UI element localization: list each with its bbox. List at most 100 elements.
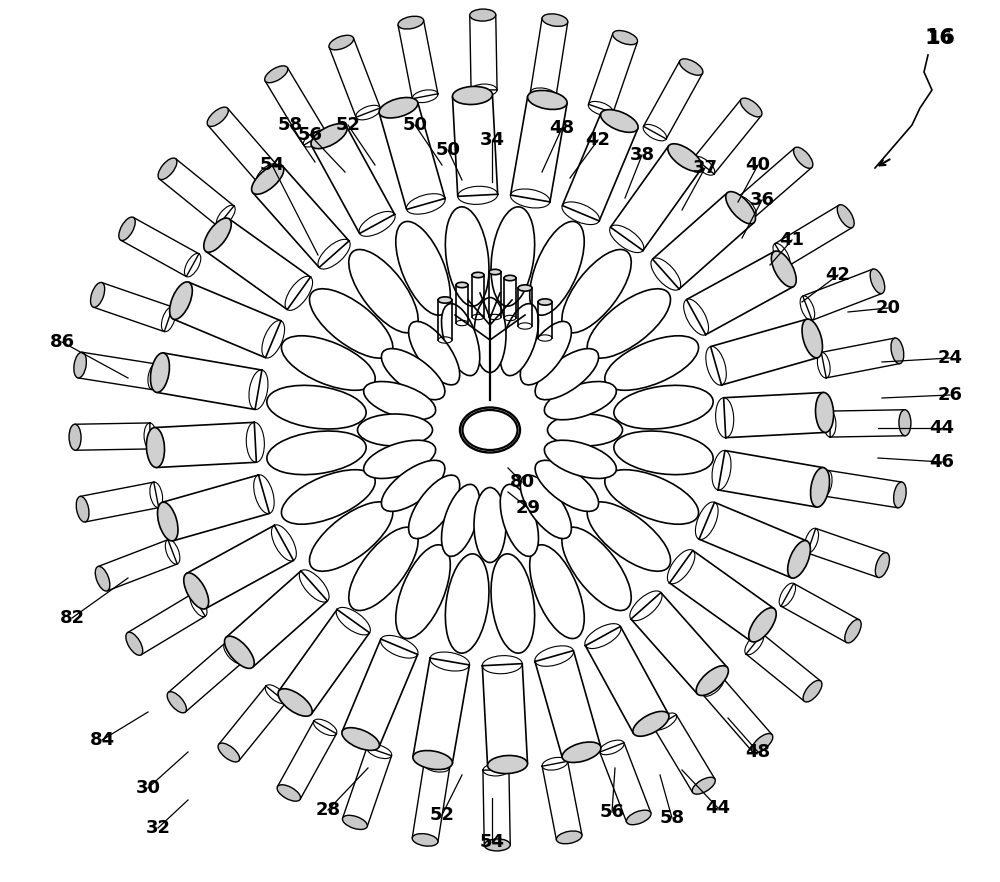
Text: 52: 52 bbox=[336, 116, 360, 134]
Ellipse shape bbox=[445, 207, 489, 306]
Text: 30: 30 bbox=[136, 779, 160, 797]
Text: 36: 36 bbox=[750, 191, 774, 209]
Text: 44: 44 bbox=[930, 419, 954, 437]
Text: 50: 50 bbox=[436, 141, 460, 159]
Ellipse shape bbox=[218, 744, 240, 762]
Ellipse shape bbox=[562, 250, 631, 333]
Ellipse shape bbox=[875, 553, 889, 578]
Polygon shape bbox=[738, 148, 812, 217]
Text: 26: 26 bbox=[938, 386, 962, 404]
Text: 80: 80 bbox=[509, 473, 535, 491]
Polygon shape bbox=[98, 540, 177, 591]
Ellipse shape bbox=[845, 619, 861, 643]
Ellipse shape bbox=[811, 467, 830, 507]
Text: 52: 52 bbox=[430, 806, 454, 824]
Ellipse shape bbox=[311, 123, 347, 149]
Ellipse shape bbox=[504, 275, 516, 280]
Ellipse shape bbox=[146, 428, 165, 467]
Ellipse shape bbox=[309, 288, 393, 358]
Ellipse shape bbox=[626, 811, 651, 825]
Polygon shape bbox=[631, 593, 727, 694]
Ellipse shape bbox=[538, 299, 552, 305]
Polygon shape bbox=[219, 686, 286, 760]
Polygon shape bbox=[173, 282, 281, 358]
Ellipse shape bbox=[267, 385, 366, 429]
Polygon shape bbox=[686, 251, 793, 334]
Polygon shape bbox=[807, 528, 887, 578]
Polygon shape bbox=[562, 113, 638, 221]
Ellipse shape bbox=[126, 632, 143, 655]
Text: 58: 58 bbox=[659, 809, 685, 827]
Text: 82: 82 bbox=[59, 609, 85, 627]
Text: 38: 38 bbox=[629, 146, 655, 164]
Ellipse shape bbox=[771, 251, 796, 288]
Ellipse shape bbox=[520, 475, 571, 539]
Ellipse shape bbox=[891, 338, 904, 363]
Ellipse shape bbox=[167, 691, 186, 713]
Ellipse shape bbox=[278, 689, 312, 716]
Polygon shape bbox=[511, 96, 567, 202]
Ellipse shape bbox=[409, 475, 460, 539]
Ellipse shape bbox=[587, 502, 671, 572]
Polygon shape bbox=[821, 338, 900, 377]
Ellipse shape bbox=[500, 303, 538, 376]
Polygon shape bbox=[157, 353, 262, 409]
Polygon shape bbox=[610, 146, 701, 250]
Polygon shape bbox=[824, 470, 902, 508]
Ellipse shape bbox=[267, 431, 366, 475]
Ellipse shape bbox=[815, 392, 834, 432]
Text: 29: 29 bbox=[516, 499, 540, 517]
Ellipse shape bbox=[544, 440, 616, 478]
Polygon shape bbox=[694, 100, 761, 174]
Ellipse shape bbox=[472, 273, 484, 278]
Polygon shape bbox=[168, 643, 242, 712]
Polygon shape bbox=[80, 482, 159, 522]
Ellipse shape bbox=[491, 207, 535, 306]
Ellipse shape bbox=[265, 66, 288, 83]
Ellipse shape bbox=[329, 35, 354, 50]
Polygon shape bbox=[342, 639, 418, 747]
Ellipse shape bbox=[605, 470, 699, 524]
Polygon shape bbox=[482, 663, 528, 766]
Polygon shape bbox=[588, 34, 637, 113]
Ellipse shape bbox=[349, 250, 418, 333]
Ellipse shape bbox=[95, 566, 110, 591]
Ellipse shape bbox=[535, 348, 599, 400]
Polygon shape bbox=[265, 68, 326, 146]
Ellipse shape bbox=[726, 191, 756, 224]
Ellipse shape bbox=[491, 554, 535, 654]
Ellipse shape bbox=[342, 728, 379, 751]
Text: 42: 42 bbox=[586, 131, 610, 149]
Text: 58: 58 bbox=[277, 116, 303, 134]
Ellipse shape bbox=[614, 431, 713, 475]
Polygon shape bbox=[830, 410, 905, 437]
Polygon shape bbox=[803, 269, 882, 320]
Text: 34: 34 bbox=[480, 131, 505, 149]
Polygon shape bbox=[775, 206, 852, 266]
Ellipse shape bbox=[556, 831, 582, 844]
Text: 50: 50 bbox=[402, 116, 428, 134]
Ellipse shape bbox=[668, 144, 702, 171]
Ellipse shape bbox=[474, 488, 506, 563]
Ellipse shape bbox=[474, 297, 506, 372]
Text: 46: 46 bbox=[930, 453, 954, 471]
Polygon shape bbox=[724, 392, 826, 437]
Ellipse shape bbox=[802, 319, 822, 358]
Polygon shape bbox=[470, 15, 497, 90]
Ellipse shape bbox=[601, 109, 638, 132]
Polygon shape bbox=[398, 20, 438, 99]
Ellipse shape bbox=[349, 527, 418, 610]
Polygon shape bbox=[343, 747, 392, 826]
Ellipse shape bbox=[749, 608, 776, 642]
Text: 41: 41 bbox=[780, 231, 804, 249]
Ellipse shape bbox=[752, 734, 773, 753]
Ellipse shape bbox=[342, 815, 367, 829]
Ellipse shape bbox=[442, 303, 480, 376]
Polygon shape bbox=[253, 166, 349, 267]
Text: 20: 20 bbox=[876, 299, 900, 317]
Ellipse shape bbox=[470, 9, 496, 21]
Ellipse shape bbox=[562, 527, 631, 610]
Ellipse shape bbox=[445, 554, 489, 654]
Ellipse shape bbox=[803, 680, 822, 702]
Text: 16: 16 bbox=[924, 28, 956, 48]
